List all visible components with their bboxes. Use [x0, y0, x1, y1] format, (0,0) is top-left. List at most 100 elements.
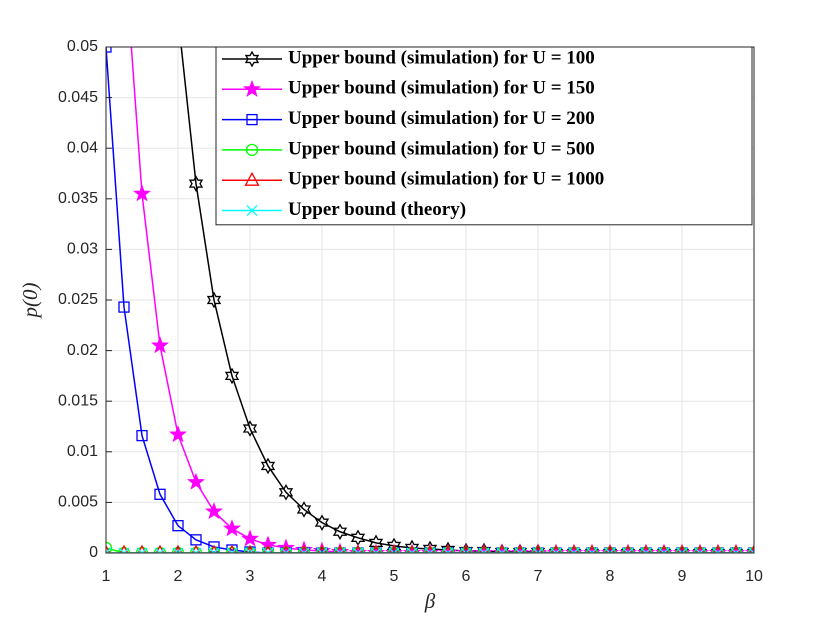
x-tick-label: 8: [606, 568, 615, 585]
marker: [584, 544, 600, 553]
marker: [298, 547, 310, 553]
marker: [477, 546, 491, 553]
marker: [548, 544, 564, 553]
marker: [263, 544, 273, 553]
marker: [333, 546, 347, 553]
marker: [262, 547, 274, 553]
marker: [190, 547, 202, 553]
marker: [496, 547, 508, 553]
legend: Upper bound (simulation) for U = 100 Uppe…: [215, 46, 753, 226]
marker: [153, 546, 167, 553]
marker: [299, 544, 309, 553]
marker: [587, 544, 597, 553]
marker: [242, 79, 262, 97]
y-tick-label: 0.04: [67, 139, 98, 156]
x-tick-label: 4: [318, 568, 327, 585]
marker: [244, 171, 260, 186]
marker: [207, 546, 221, 553]
marker: [242, 420, 258, 437]
marker: [639, 546, 653, 553]
marker: [510, 543, 530, 553]
legend-label: Upper bound (simulation) for U = 150: [288, 78, 595, 99]
marker: [564, 543, 584, 553]
marker: [533, 544, 543, 553]
marker: [641, 544, 651, 553]
legend-label: Upper bound (simulation) for U = 500: [288, 138, 595, 159]
marker: [332, 523, 348, 541]
x-tick-label: 10: [745, 568, 763, 585]
marker: [351, 546, 365, 553]
marker: [492, 543, 512, 553]
marker: [173, 544, 183, 553]
marker: [659, 544, 669, 553]
y-tick-label: 0.02: [67, 342, 98, 359]
marker: [296, 501, 312, 518]
y-tick-label: 0.03: [67, 241, 98, 258]
marker: [407, 544, 417, 553]
marker: [729, 546, 743, 553]
marker: [728, 544, 744, 553]
marker: [605, 544, 615, 553]
marker: [209, 544, 219, 553]
marker: [402, 543, 422, 553]
marker: [172, 520, 184, 532]
x-tick-label: 9: [678, 568, 687, 585]
marker: [532, 547, 544, 553]
marker: [441, 546, 455, 553]
marker: [225, 546, 239, 553]
x-tick-label: 2: [174, 568, 183, 585]
marker: [227, 544, 237, 553]
marker: [604, 547, 616, 553]
marker: [478, 547, 490, 553]
marker: [136, 429, 148, 442]
x-tick-label: 7: [534, 568, 543, 585]
marker: [658, 547, 670, 553]
marker: [206, 291, 222, 309]
marker: [495, 546, 509, 553]
marker: [317, 544, 327, 553]
legend-label: Upper bound (theory): [288, 199, 466, 220]
marker: [204, 502, 224, 520]
y-tick-label: 0.01: [67, 443, 98, 460]
marker: [497, 544, 507, 553]
marker: [370, 547, 382, 553]
y-tick-label: 0: [89, 544, 98, 561]
marker: [530, 543, 546, 553]
y-tick-label: 0.045: [58, 89, 98, 106]
marker: [348, 543, 368, 553]
marker: [366, 543, 386, 553]
x-tick-label: 5: [390, 568, 399, 585]
marker: [566, 544, 582, 553]
marker: [638, 544, 654, 553]
marker: [335, 544, 345, 553]
y-axis-label: p(0): [18, 283, 42, 320]
marker: [189, 546, 203, 553]
marker: [546, 543, 566, 553]
marker: [388, 547, 400, 553]
marker: [461, 544, 471, 553]
marker: [246, 205, 258, 216]
marker: [618, 543, 638, 553]
marker: [676, 547, 688, 553]
marker: [371, 544, 381, 553]
marker: [512, 543, 528, 553]
series: [106, 547, 754, 553]
marker: [494, 543, 510, 553]
marker: [692, 544, 708, 553]
marker: [657, 546, 671, 553]
marker: [425, 544, 435, 553]
marker: [118, 547, 130, 553]
marker: [479, 544, 489, 553]
marker: [656, 544, 672, 553]
marker: [690, 543, 710, 553]
marker: [226, 547, 238, 553]
marker: [172, 547, 184, 553]
marker: [106, 541, 113, 553]
marker: [710, 544, 726, 553]
marker: [168, 425, 188, 443]
marker: [240, 529, 260, 547]
legend-label: Upper bound (simulation) for U = 1000: [288, 169, 604, 190]
marker: [551, 544, 561, 553]
marker: [244, 547, 256, 553]
marker: [136, 547, 148, 553]
